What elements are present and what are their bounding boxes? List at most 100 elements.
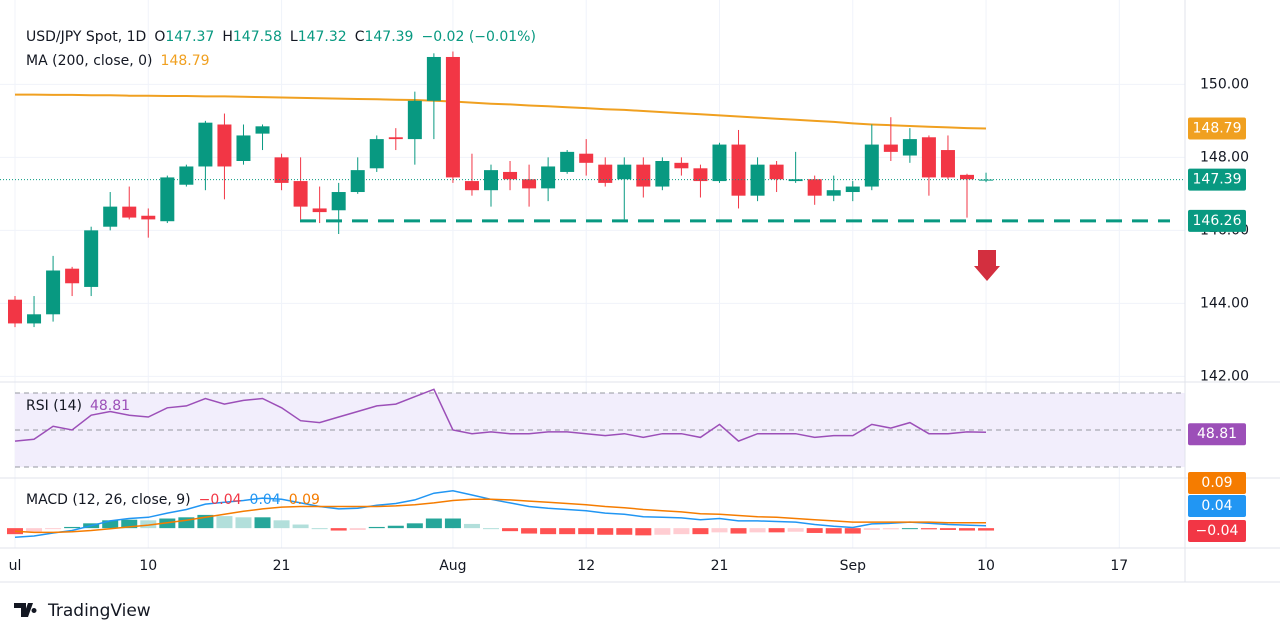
macd-hist-bar <box>768 528 785 533</box>
candle-body <box>236 135 251 161</box>
macd-hist-bar <box>64 526 81 529</box>
hist-price-label-box <box>1188 520 1246 542</box>
h-label: H <box>222 29 233 45</box>
macd-hist-bar <box>311 528 328 530</box>
macd-label: MACD (12, 26, close, 9) <box>26 492 191 508</box>
candle-body <box>160 177 175 222</box>
macd-hist-bar <box>901 528 918 530</box>
brand-logo <box>14 603 37 617</box>
candle-body <box>445 56 460 178</box>
candle-body <box>369 139 384 169</box>
c-label: C <box>355 29 365 45</box>
h-value: 147.58 <box>233 29 282 45</box>
macd-hist-bar <box>368 526 385 529</box>
macd-hist-bar <box>45 528 62 530</box>
candle-body <box>350 170 365 193</box>
macd-hist-bar <box>502 528 519 532</box>
candle-body <box>674 162 689 169</box>
macd-hist-bar <box>597 528 614 535</box>
macd-hist-bar <box>254 517 271 529</box>
candle-body <box>27 314 42 324</box>
x-tick-label: Sep <box>840 558 867 574</box>
macd-hist-bar <box>102 520 119 529</box>
candle-body <box>407 100 422 140</box>
candle-body <box>484 170 498 191</box>
candle-body <box>712 144 727 182</box>
macd-price-label: 0.04 <box>1201 498 1232 514</box>
ma-label: MA (200, close, 0) <box>26 53 153 69</box>
candle-body <box>845 186 860 193</box>
plot-layer <box>0 51 1185 538</box>
candle-body <box>84 230 99 287</box>
x-tick-label: 10 <box>977 558 995 574</box>
macd-hist-bar <box>463 523 480 529</box>
candle-body <box>312 208 327 213</box>
last-price-label: 147.39 <box>1193 172 1242 188</box>
candle-body <box>122 206 137 218</box>
rsi-price-label-box <box>1188 423 1246 446</box>
macd-hist-bar <box>121 519 138 529</box>
macd-hist-bar <box>616 528 633 535</box>
hist-value: −0.04 <box>199 492 242 508</box>
x-tick-label: 12 <box>577 558 595 574</box>
macd-hist-bar <box>178 517 195 529</box>
candle-body <box>960 174 974 180</box>
candle-body <box>655 161 670 187</box>
candle-body <box>921 137 936 178</box>
candle-body <box>179 166 194 185</box>
x-tick-label: 21 <box>273 558 291 574</box>
macd-value: 0.04 <box>250 492 281 508</box>
candle-body <box>274 157 289 183</box>
signal-price-label: 0.09 <box>1201 475 1232 491</box>
macd-hist-bar <box>140 520 157 529</box>
candle-body <box>864 144 879 187</box>
macd-hist-bar <box>235 517 252 529</box>
x-tick-label: 21 <box>711 558 729 574</box>
support-price-label: 146.26 <box>1193 213 1242 229</box>
rsi-price-label: 48.81 <box>1197 426 1237 442</box>
macd-hist-bar <box>920 528 937 530</box>
macd-hist-bar <box>444 518 461 529</box>
macd-hist-bar <box>483 528 499 530</box>
candle-body <box>217 124 232 167</box>
candle-body <box>617 164 632 180</box>
rsi-line <box>14 388 987 442</box>
candle-body <box>579 153 594 163</box>
ma-price-label-box <box>1188 117 1246 140</box>
macd-hist-bar <box>292 524 309 529</box>
candle-body <box>693 168 708 182</box>
macd-hist-bar <box>730 528 747 534</box>
ma-legend: MA (200, close, 0) 148.79 <box>26 53 210 69</box>
candle-body <box>46 270 61 315</box>
x-tick-label: ul <box>9 558 22 574</box>
macd-hist-bar <box>959 528 975 531</box>
candle-body <box>331 192 346 211</box>
candle-body <box>198 122 213 167</box>
ma-line <box>15 93 987 130</box>
signal-line <box>14 498 986 534</box>
candle-body <box>560 151 575 172</box>
candle-body <box>388 137 403 140</box>
candle-body <box>598 164 613 183</box>
candle-body <box>731 144 746 196</box>
candle-body <box>883 144 898 152</box>
ma-value: 148.79 <box>161 53 210 69</box>
symbol: USD/JPY Spot, 1D <box>26 29 146 45</box>
rsi-legend: RSI (14) 48.81 <box>26 398 130 414</box>
y-tick-label: 144.00 <box>1200 295 1249 311</box>
hist-price-label: −0.04 <box>1196 523 1239 539</box>
candle-body <box>65 268 80 284</box>
rsi-value: 48.81 <box>90 398 130 414</box>
macd-hist-bar <box>711 528 728 533</box>
macd-hist-bar <box>939 528 956 530</box>
candle-body <box>769 164 784 180</box>
down-arrow <box>974 250 1000 281</box>
macd-hist-bar <box>882 528 899 530</box>
macd-hist-bar <box>26 528 43 532</box>
x-tick-label: 17 <box>1110 558 1128 574</box>
macd-hist-bar <box>978 528 995 531</box>
c-value: 147.39 <box>364 29 413 45</box>
last-price-label-box <box>1188 168 1246 191</box>
candle-body <box>503 171 518 180</box>
candle-body <box>255 126 270 134</box>
